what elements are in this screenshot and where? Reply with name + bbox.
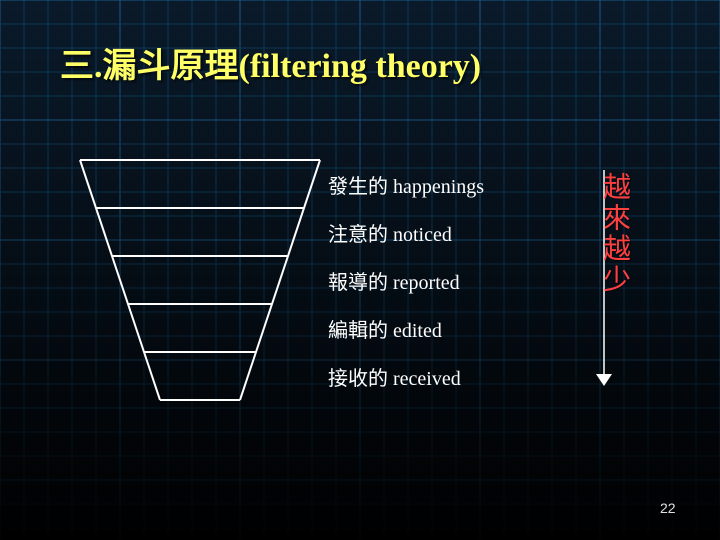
level-label-2: 報導的 reported xyxy=(328,266,460,295)
level-label-4: 接收的 received xyxy=(328,362,461,391)
page-number: 22 xyxy=(660,500,676,516)
arrow-label: 越來越少 xyxy=(594,172,634,295)
slide: 三.漏斗原理(filtering theory) 發生的 happenings 注… xyxy=(0,0,720,540)
funnel-diagram xyxy=(70,150,330,420)
slide-title: 三.漏斗原理(filtering theory) xyxy=(60,38,481,87)
level-label-3: 編輯的 edited xyxy=(328,314,442,343)
level-label-0: 發生的 happenings xyxy=(328,170,484,199)
level-label-1: 注意的 noticed xyxy=(328,218,452,247)
